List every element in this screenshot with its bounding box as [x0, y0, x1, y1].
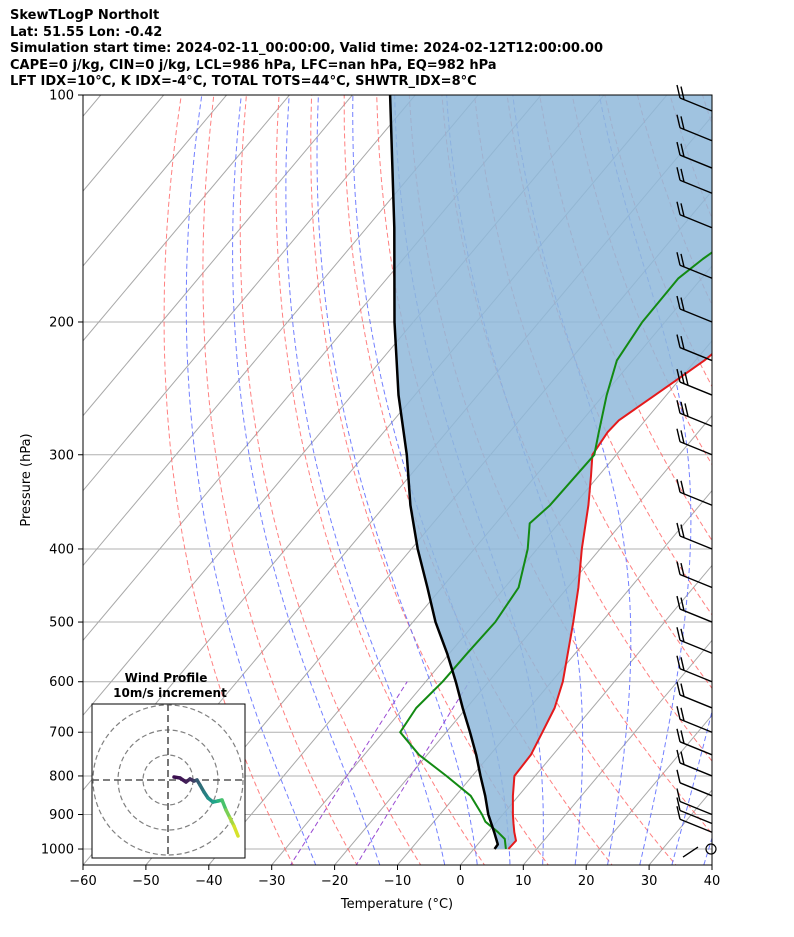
- wind-barb: [676, 479, 713, 506]
- wind-barb: [676, 295, 713, 323]
- wind-barb: [676, 728, 713, 756]
- wind-barb: [676, 706, 713, 733]
- isotherm: [83, 95, 354, 417]
- wind-barb: [676, 788, 713, 816]
- parcel-shading: [390, 95, 712, 849]
- temperature-profile: [507, 352, 712, 850]
- moist-adiabat: [285, 95, 446, 865]
- dry-adiabat: [787, 61, 794, 881]
- inset-title: Wind Profile: [125, 671, 208, 685]
- wind-barb: [676, 141, 713, 169]
- simulation-times: Simulation start time: 2024-02-11_00:00:…: [10, 41, 603, 56]
- wind-barb: [676, 368, 713, 396]
- moist-adiabat: [671, 709, 712, 865]
- wind-barb: [676, 681, 713, 709]
- wind-barbs: [676, 84, 717, 858]
- x-tick-label: 40: [704, 874, 721, 889]
- cape-cin-levels: CAPE=0 j/kg, CIN=0 j/kg, LCL=986 hPa, LF…: [10, 57, 497, 73]
- wind-barb: [676, 797, 713, 825]
- x-tick-label: 30: [641, 874, 658, 889]
- x-tick-label: −10: [384, 874, 411, 889]
- y-tick-label: 700: [49, 726, 74, 741]
- x-tick-label: 20: [578, 874, 595, 889]
- wind-barb: [676, 655, 713, 683]
- isotherm: [83, 95, 416, 492]
- isotherm: [333, 414, 712, 865]
- wind-barb: [676, 334, 713, 362]
- y-tick-label: 200: [49, 315, 74, 330]
- x-tick-label: 0: [456, 874, 464, 889]
- x-tick-label: −40: [195, 874, 222, 889]
- mixing-ratio-line: [355, 681, 470, 865]
- dewpoint-profile: [399, 251, 712, 850]
- stability-indices: LFT IDX=10°C, K IDX=-4°C, TOTAL TOTS=44°…: [10, 74, 477, 89]
- dry-adiabat: [239, 95, 422, 865]
- chart-header: SkewTLogP Northolt Lat: 51.55 Lon: -0.42…: [10, 8, 603, 91]
- wind-barb: [676, 522, 713, 550]
- dry-adiabat: [310, 95, 549, 865]
- isotherm: [459, 564, 712, 865]
- y-tick-label: 900: [49, 808, 74, 823]
- moist-adiabat: [232, 95, 381, 865]
- y-tick-label: 1000: [41, 843, 74, 858]
- wind-barb: [676, 595, 713, 623]
- wind-barb: [676, 400, 713, 427]
- isotherm: [271, 340, 712, 865]
- wind-barb: [676, 627, 713, 654]
- location-coordinates: Lat: 51.55 Lon: -0.42: [10, 24, 163, 40]
- dry-adiabat: [163, 95, 294, 865]
- isotherm: [83, 95, 228, 267]
- x-tick-label: −60: [69, 874, 96, 889]
- moist-adiabat: [703, 836, 712, 865]
- hodograph-segment: [220, 798, 228, 812]
- parcel-profile: [388, 95, 500, 850]
- isotherm: [762, 60, 794, 880]
- inset-subtitle: 10m/s increment: [113, 686, 227, 700]
- dry-adiabat: [408, 95, 712, 835]
- wind-barb: [676, 252, 713, 279]
- isotherm: [711, 864, 712, 865]
- wind-barb: [676, 749, 713, 777]
- isotherm: [585, 714, 712, 865]
- wind-barb: [676, 114, 713, 142]
- wind-barb: [676, 769, 713, 797]
- y-tick-label: 100: [49, 89, 74, 104]
- y-axis-label: Pressure (hPa): [19, 433, 34, 526]
- mixing-ratio-line: [290, 681, 408, 865]
- hodograph-inset: [91, 703, 246, 859]
- cape-cin-area: [390, 95, 712, 849]
- wind-barb: [676, 806, 713, 833]
- dry-adiabat: [275, 95, 486, 865]
- x-tick-label: 10: [515, 874, 532, 889]
- calm-wind-marker: [705, 843, 717, 855]
- wind-barb: [682, 846, 699, 858]
- y-tick-label: 600: [49, 675, 74, 690]
- hodograph-segment: [232, 824, 240, 838]
- moist-adiabat: [185, 95, 317, 865]
- x-tick-label: −50: [132, 874, 159, 889]
- isotherm: [83, 95, 291, 342]
- wind-barb: [676, 428, 713, 456]
- wind-barb: [676, 561, 713, 589]
- x-tick-label: −30: [258, 874, 285, 889]
- dry-adiabat: [724, 61, 794, 881]
- wind-barb: [676, 167, 713, 194]
- chart-title: SkewTLogP Northolt: [10, 8, 160, 23]
- y-tick-label: 500: [49, 616, 74, 631]
- wind-barb: [676, 201, 713, 229]
- dry-adiabat: [756, 61, 794, 881]
- y-tick-label: 800: [49, 769, 74, 784]
- x-axis-label: Temperature (°C): [340, 897, 453, 912]
- y-tick-label: 400: [49, 542, 74, 557]
- wind-barb: [676, 84, 713, 112]
- chart-axes: −60 −50 −40 −30 −20 −10 0 10 20 30 40 100 200 300 400 5…: [41, 89, 720, 890]
- x-tick-label: −20: [321, 874, 348, 889]
- y-tick-label: 300: [49, 448, 74, 463]
- profile-lines: [388, 95, 712, 850]
